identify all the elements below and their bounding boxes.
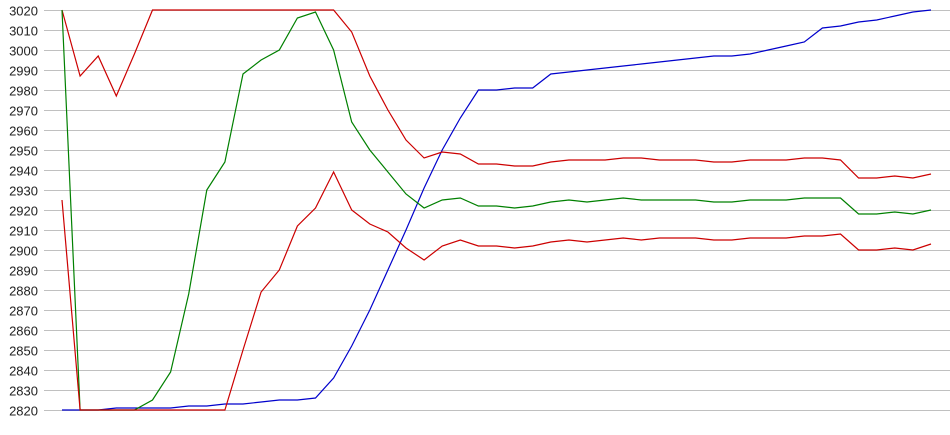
y-tick-label: 2960 — [9, 124, 38, 139]
series-lines — [61, 9, 932, 411]
y-tick-label: 2830 — [9, 384, 38, 399]
y-tick-label: 3020 — [9, 4, 38, 19]
y-tick-label: 2920 — [9, 204, 38, 219]
series-line-1 — [61, 9, 932, 179]
y-tick-label: 2870 — [9, 304, 38, 319]
y-tick-label: 3010 — [9, 24, 38, 39]
y-tick-label: 2840 — [9, 364, 38, 379]
y-tick-label: 2910 — [9, 224, 38, 239]
y-tick-label: 2860 — [9, 324, 38, 339]
y-tick-label: 3000 — [9, 44, 38, 59]
y-tick-label: 2940 — [9, 164, 38, 179]
y-tick-label: 2880 — [9, 284, 38, 299]
y-tick-label: 2900 — [9, 244, 38, 259]
y-axis-tick-labels: 3020 3010 3000 2990 2980 2970 2960 2950 2940 2930… — [9, 4, 38, 419]
y-tick-label: 2980 — [9, 84, 38, 99]
y-tick-label: 2850 — [9, 344, 38, 359]
y-tick-label: 2970 — [9, 104, 38, 119]
y-tick-label: 2990 — [9, 64, 38, 79]
y-tick-label: 2950 — [9, 144, 38, 159]
y-tick-label: 2930 — [9, 184, 38, 199]
y-tick-label: 2890 — [9, 264, 38, 279]
y-tick-label: 2820 — [9, 404, 38, 419]
gridlines — [44, 10, 950, 411]
